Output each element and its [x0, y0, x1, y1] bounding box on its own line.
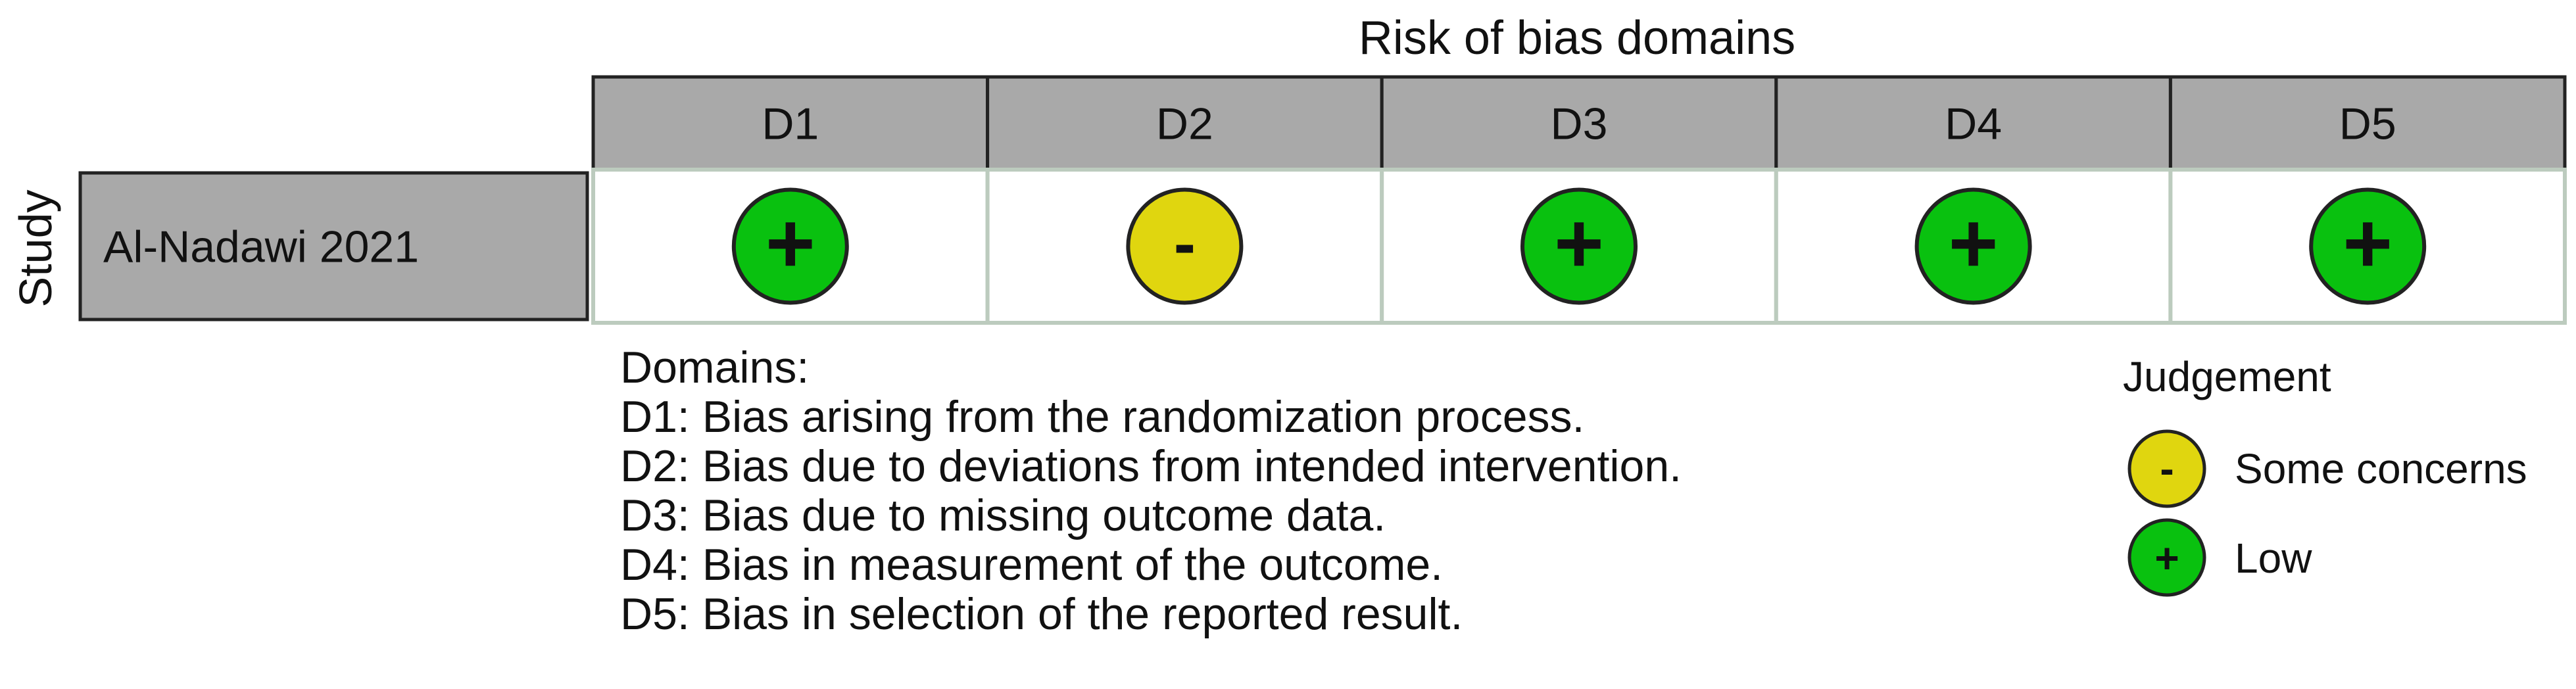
domain-header-label-d5: D5	[2339, 99, 2396, 149]
legend-swatch-some-concerns	[2127, 429, 2206, 508]
domain-key-item-d3: D3: Bias due to missing outcome data.	[620, 490, 1386, 540]
judgement-mark-d1-low	[731, 187, 849, 305]
legend-symbol-low: +	[2154, 535, 2179, 582]
domain-key-heading: Domains:	[620, 343, 809, 392]
judgement-mark-d3-low	[1520, 187, 1638, 305]
domain-key-item-d1: D1: Bias arising from the randomization …	[620, 392, 1584, 442]
judgement-legend: Judgement - Some concerns + Low	[2123, 353, 2527, 597]
domain-key-item-d2: D2: Bias due to deviations from intended…	[620, 441, 1682, 491]
legend-symbol-some-concerns: -	[2160, 445, 2174, 492]
judgement-symbol-d5: +	[2343, 195, 2393, 291]
study-label-cell	[78, 171, 589, 321]
domain-header-label-d2: D2	[1156, 99, 1213, 149]
judgement-symbol-d4: +	[1949, 195, 1999, 291]
domain-header-cell-d2	[986, 75, 1384, 172]
domain-header-cell-d3	[1380, 75, 1778, 172]
domain-header-cell-d1	[591, 75, 990, 172]
judgement-mark-d4-low	[1914, 187, 2032, 305]
judgement-mark-d2-some-concerns	[1126, 187, 1244, 305]
legend-title: Judgement	[2123, 353, 2331, 400]
judgement-symbol-d1: +	[766, 195, 815, 291]
domain-header-label-d3: D3	[1551, 99, 1608, 149]
judgement-marks: + - + + +	[731, 187, 2427, 305]
domain-key-item-d5: D5: Bias in selection of the reported re…	[620, 589, 1463, 639]
legend-swatch-low	[2127, 518, 2206, 597]
domain-header-label-d4: D4	[1945, 99, 2002, 149]
judgement-symbol-d2: -	[1174, 207, 1196, 281]
judgement-symbol-d3: +	[1554, 195, 1604, 291]
judgement-mark-d5-low	[2309, 187, 2427, 305]
domain-key: Domains: D1: Bias arising from the rando…	[620, 343, 1682, 639]
row-axis-label: Study	[10, 190, 61, 308]
legend-label-some-concerns: Some concerns	[2235, 445, 2527, 492]
domain-key-item-d4: D4: Bias in measurement of the outcome.	[620, 540, 1443, 590]
domain-header-label-d1: D1	[762, 99, 819, 149]
chart-title: Risk of bias domains	[1359, 12, 1795, 64]
legend-label-low: Low	[2235, 535, 2312, 582]
study-label: Al-Nadawi 2021	[103, 222, 419, 272]
grid-layer: D1 D2 D3 D4 D5 Al-Nadawi 2021	[78, 75, 2567, 325]
